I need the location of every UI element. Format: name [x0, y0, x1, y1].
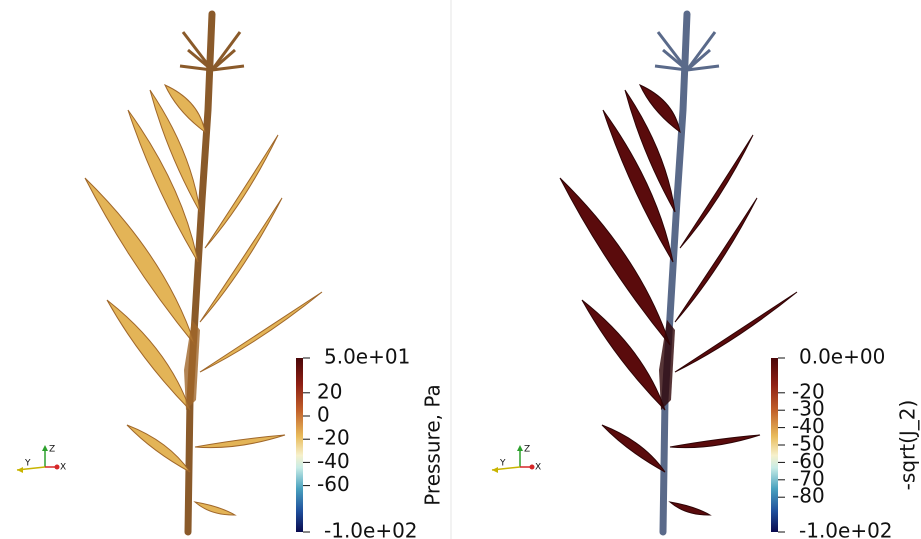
- axis-y-head: [17, 467, 23, 473]
- colorbar-range-label: 0.0e+00: [799, 345, 885, 369]
- colorbar-tick-label: -50: [792, 432, 825, 456]
- axis-x-head: [529, 464, 535, 470]
- leaf: [674, 291, 798, 373]
- leaf: [163, 83, 206, 134]
- leaf: [674, 197, 758, 323]
- tassel-branch: [210, 31, 242, 71]
- leaf: [84, 177, 196, 346]
- plant: [559, 10, 798, 536]
- leaf: [204, 134, 279, 249]
- tassel-branch: [211, 48, 236, 72]
- tassel-branch: [187, 48, 213, 72]
- axis-x-label: X: [60, 463, 66, 473]
- leaf: [559, 177, 671, 346]
- axis-y-label: Y: [24, 459, 31, 469]
- colorbar-tick-label: 0: [317, 403, 330, 427]
- axis-y-head: [492, 467, 498, 473]
- colorbar-range-label: -1.0e+02: [324, 519, 418, 539]
- colorbar: [771, 358, 778, 532]
- colorbar-range-label: 5.0e+01: [324, 345, 410, 369]
- colorbar-tick-label: -40: [792, 414, 825, 438]
- axis-z-label: Z: [524, 445, 530, 455]
- tassel-branch: [654, 64, 688, 72]
- colorbar: [296, 358, 303, 532]
- leaf: [601, 424, 666, 473]
- colorbar-tick-label: -70: [792, 466, 825, 490]
- leaf: [149, 89, 201, 213]
- stem: [184, 10, 216, 536]
- tassel-branch: [656, 31, 689, 71]
- axis-z-head: [517, 445, 523, 451]
- tassel-branch: [181, 31, 214, 71]
- colorbar-tick-label: -80: [792, 484, 825, 508]
- axis-z-head: [42, 445, 48, 451]
- colorbar-tick-label: -60: [317, 472, 350, 496]
- leaf: [194, 434, 286, 449]
- colorbar-title: -sqrt(J_2): [896, 400, 920, 491]
- leaf: [193, 501, 237, 516]
- colorbar-tick-label: 20: [317, 379, 342, 403]
- colorbar-title: Pressure, Pa: [421, 384, 445, 506]
- leaf: [106, 299, 191, 411]
- tassel-branch: [686, 48, 711, 72]
- colorbar-tick-label: -30: [792, 397, 825, 421]
- colorbar-range-label: -1.0e+02: [799, 519, 893, 539]
- tassel-branch: [662, 48, 688, 72]
- leaf: [638, 83, 681, 134]
- leaf: [624, 89, 676, 213]
- axis-z-label: Z: [49, 445, 55, 455]
- sheath: [184, 320, 200, 410]
- tassel-branch: [686, 64, 720, 72]
- colorbar-tick-label: -60: [792, 449, 825, 473]
- axis-x-head: [54, 464, 60, 470]
- tassel-branch: [179, 64, 213, 72]
- leaf: [669, 434, 761, 449]
- sheath: [659, 320, 675, 410]
- leaf: [668, 501, 712, 516]
- leaf: [602, 109, 674, 263]
- colorbar-tick-label: -40: [317, 449, 350, 473]
- colorbar-tick-label: -20: [317, 426, 350, 450]
- leaf: [581, 299, 666, 411]
- leaf: [127, 109, 199, 263]
- axis-y-label: Y: [499, 459, 506, 469]
- tassel-branch: [685, 31, 717, 71]
- leaf: [126, 424, 191, 473]
- tassel-branch: [211, 64, 245, 72]
- leaf: [199, 197, 283, 323]
- leaf: [679, 134, 754, 249]
- stem: [659, 10, 691, 536]
- plant: [84, 10, 323, 536]
- axis-x-label: X: [535, 463, 541, 473]
- colorbar-tick-label: -20: [792, 379, 825, 403]
- leaf: [199, 291, 323, 373]
